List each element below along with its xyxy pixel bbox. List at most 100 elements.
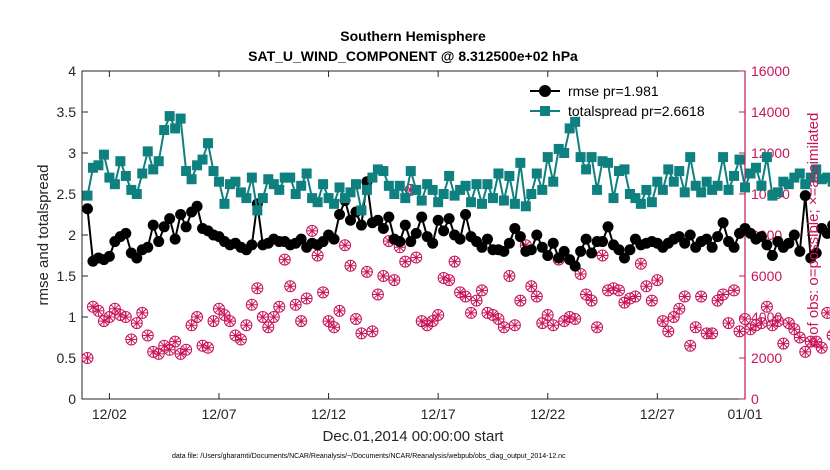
totalspread-point: [460, 180, 471, 191]
obs-assimilated-point: [476, 284, 488, 296]
rmse-point: [613, 244, 625, 256]
x-tick-label: 12/22: [530, 406, 565, 422]
obs-assimilated-point: [136, 307, 148, 319]
obs-assimilated-point: [525, 280, 537, 292]
totalspread-point: [87, 162, 98, 173]
rmse-point: [531, 229, 543, 241]
obs-assimilated-point: [169, 336, 181, 348]
totalspread-point: [224, 179, 235, 190]
rmse-point: [827, 220, 830, 230]
totalspread-point: [449, 190, 460, 201]
obs-assimilated-point: [273, 301, 285, 313]
totalspread-point: [427, 184, 438, 195]
totalspread-point: [378, 166, 389, 177]
obs-assimilated-point: [213, 303, 225, 315]
totalspread-point: [219, 198, 230, 209]
x-tick-label: 12/27: [640, 406, 675, 422]
obs-assimilated-point: [690, 321, 702, 333]
obs-assimilated-point: [465, 307, 477, 319]
obs-assimilated-point: [218, 309, 230, 321]
obs-assimilated-point: [717, 288, 729, 300]
totalspread-point: [778, 176, 789, 187]
obs-assimilated-point: [306, 225, 318, 237]
obs-assimilated-point: [153, 348, 165, 360]
totalspread-point: [98, 149, 109, 160]
obs-assimilated-point: [251, 282, 263, 294]
rmse-point: [794, 245, 806, 257]
totalspread-point: [630, 193, 641, 204]
obs-assimilated-point: [777, 338, 789, 350]
totalspread-point: [290, 189, 301, 199]
y-axis-label-left: rmse and totalspread: [35, 165, 52, 306]
obs-assimilated-point: [103, 311, 115, 323]
obs-assimilated-point: [394, 241, 406, 253]
legend-spread-label: totalspread pr=2.6618: [568, 103, 705, 119]
rmse-point: [295, 233, 307, 245]
totalspread-point: [318, 179, 329, 190]
obs-assimilated-point: [290, 299, 302, 311]
rmse-point: [701, 233, 713, 245]
totalspread-point: [827, 176, 830, 187]
obs-assimilated-point: [312, 250, 324, 261]
totalspread-point: [329, 198, 340, 209]
totalspread-point: [553, 143, 564, 154]
rmse-point: [377, 222, 389, 234]
rmse-point: [438, 225, 450, 237]
totalspread-point: [241, 193, 252, 204]
totalspread-point: [646, 197, 657, 208]
rmse-point: [460, 209, 472, 220]
obs-assimilated-point: [821, 307, 830, 319]
obs-assimilated-point: [229, 329, 241, 341]
obs-assimilated-point: [323, 315, 335, 327]
totalspread-point: [389, 189, 400, 199]
obs-assimilated-point: [87, 301, 99, 313]
totalspread-point: [279, 172, 290, 183]
obs-assimilated-point: [646, 295, 658, 307]
obs-assimilated-point: [262, 321, 274, 333]
totalspread-point: [82, 190, 93, 201]
rmse-point: [498, 245, 510, 257]
obs-assimilated-point: [372, 288, 384, 300]
obs-assimilated-point: [191, 311, 203, 323]
obs-assimilated-point: [783, 317, 795, 329]
obs-assimilated-point: [602, 284, 614, 296]
obs-assimilated-point: [558, 315, 570, 327]
rmse-point: [602, 221, 614, 233]
x-axis-label: Dec.01,2014 00:00:00 start: [323, 428, 505, 445]
totalspread-point: [564, 123, 575, 134]
rmse-point: [454, 233, 466, 245]
obs-assimilated-point: [317, 286, 329, 298]
rmse-point: [103, 250, 115, 262]
y-right-tick-label: 14000: [751, 104, 790, 120]
totalspread-point: [438, 189, 449, 199]
totalspread-point: [520, 201, 531, 212]
totalspread-point: [361, 184, 372, 195]
obs-assimilated-point: [240, 319, 252, 331]
totalspread-point: [301, 168, 312, 179]
rmse-point: [542, 250, 554, 261]
legend-spread-marker: [540, 106, 550, 116]
obs-assimilated-point: [120, 311, 132, 323]
obs-assimilated-point: [268, 311, 280, 323]
totalspread-point: [493, 168, 504, 179]
totalspread-point: [668, 176, 679, 187]
totalspread-point: [729, 170, 740, 181]
rmse-point: [416, 211, 428, 223]
obs-assimilated-point: [712, 295, 724, 307]
totalspread-point: [624, 189, 635, 199]
rmse-point: [169, 233, 181, 245]
obs-assimilated-point: [246, 299, 258, 311]
obs-assimilated-point: [377, 270, 389, 282]
y-left-tick-label: 3: [68, 145, 76, 161]
rmse-point: [783, 237, 795, 249]
obs-assimilated-point: [651, 274, 663, 286]
totalspread-point: [712, 180, 723, 191]
y-left-tick-label: 3.5: [57, 104, 77, 120]
obs-assimilated-point: [147, 346, 159, 358]
obs-assimilated-point: [301, 293, 313, 305]
obs-assimilated-point: [580, 288, 592, 300]
obs-assimilated-point: [668, 311, 680, 323]
x-tick-label: 12/12: [311, 406, 346, 422]
y-right-tick-label: 0: [751, 391, 759, 407]
obs-assimilated-point: [186, 319, 198, 331]
